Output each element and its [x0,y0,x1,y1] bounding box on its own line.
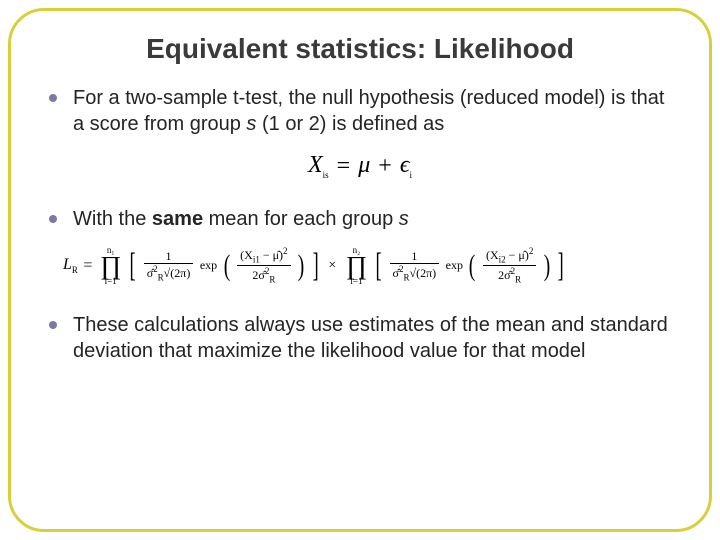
text-segment: s [246,113,256,135]
slide-title: Equivalent statistics: Likelihood [45,33,675,65]
f2-rparen1: ) [298,251,305,281]
f1-lhs-sub: is [323,170,329,180]
f2-exp2: exp [446,258,463,272]
f1-eps-sub: i [409,170,412,180]
f2-exp1: exp [200,258,217,272]
f2-prod1-sym: ∏ [100,254,121,277]
text-segment: (1 or 2) is defined as [256,113,444,135]
f2-times: × [328,258,336,274]
f2-expfrac1-den: 2σ̂2R [237,266,290,284]
f2-lbracket1: [ [129,249,135,283]
f2-expfrac1-num: (Xi1 − μ̂)2 [237,247,290,266]
bullet-item-3: These calculations always use estimates … [45,312,675,365]
formula-1: Xis = μ + ϵi [45,152,675,180]
f1-mu: μ [358,152,370,178]
f2-frac1-den: σ̂2R√(2π) [144,264,194,282]
text-segment: mean for each group [203,208,399,230]
f2-prod2: n₂ ∏ i=1 [346,246,367,285]
f2-rbracket1: ] [312,249,318,283]
bullet-item-1: For a two-sample t-test, the null hypoth… [45,85,675,138]
f2-frac1: 1 σ̂2R√(2π) [144,250,194,282]
f2-rparen2: ) [544,251,551,281]
f2-rbracket2: ] [558,249,564,283]
f2-prod2-sym: ∏ [346,254,367,277]
f2-prod1: n₁ ∏ i=1 [100,246,121,285]
text-segment: These calculations always use estimates … [73,314,668,362]
f2-expfrac1: (Xi1 − μ̂)2 2σ̂2R [237,247,290,285]
f2-frac1-num: 1 [144,250,194,264]
f2-expfrac2-den: 2σ̂2R [483,266,536,284]
f1-plus: + [378,153,392,180]
f2-expfrac2: (Xi2 − μ̂)2 2σ̂2R [483,247,536,285]
bullet-item-2: With the same mean for each group s [45,206,675,232]
f2-lhs-sub: R [72,265,78,275]
f2-eq: = [83,257,92,275]
formula-2: LR = n₁ ∏ i=1 [ 1 σ̂2R√(2π) exp ( (Xi1 −… [45,246,675,285]
f2-frac2-den: σ̂2R√(2π) [390,264,440,282]
f1-lhs-var: X [308,152,323,178]
bullet-list: For a two-sample t-test, the null hypoth… [45,85,675,364]
text-segment: s [399,208,409,230]
f2-lhs-var: L [63,256,72,273]
f2-lparen1: ( [223,251,230,281]
slide-frame: Equivalent statistics: Likelihood For a … [8,8,712,532]
text-segment: With the [73,208,152,230]
f1-eq: = [337,153,351,180]
f2-frac2-num: 1 [390,250,440,264]
f2-lbracket2: [ [375,249,381,283]
f2-lparen2: ( [469,251,476,281]
f2-frac2: 1 σ̂2R√(2π) [390,250,440,282]
text-segment: same [152,208,203,230]
f2-expfrac2-num: (Xi2 − μ̂)2 [483,247,536,266]
